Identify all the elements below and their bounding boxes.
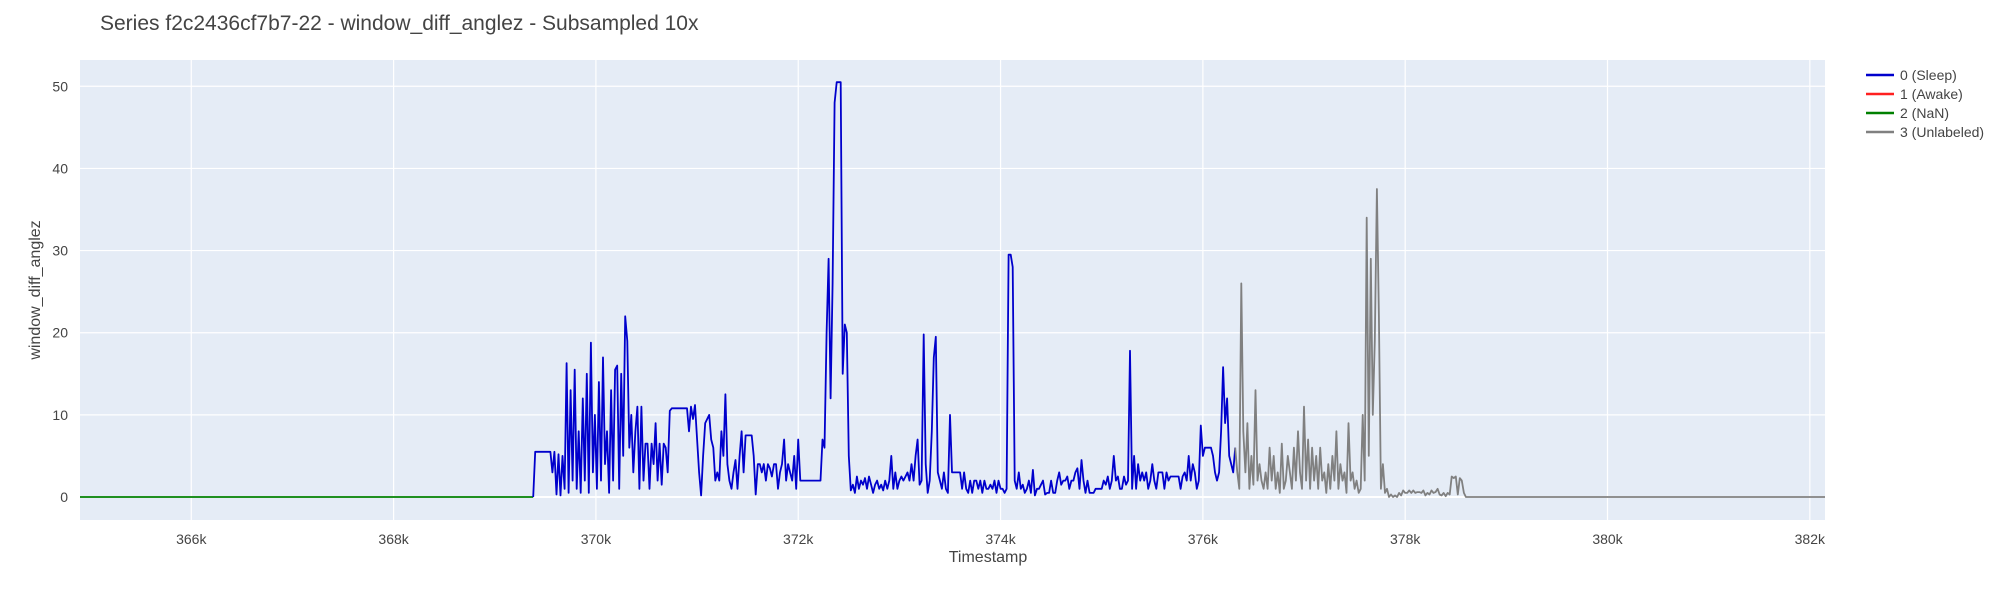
x-tick-label: 382k [1795,531,1826,547]
series-line-1 [532,81,1237,498]
legend-item-label: 1 (Awake) [1900,86,1963,102]
x-tick-label: 370k [581,531,612,547]
y-tick-label: 30 [52,243,68,259]
chart-title: Series f2c2436cf7b7-22 - window_diff_ang… [100,12,699,35]
x-tick-label: 374k [985,531,1016,547]
y-axis-label: window_diff_anglez [27,220,44,360]
y-tick-label: 40 [52,160,68,176]
x-tick-label: 368k [378,531,409,547]
x-tick-label: 372k [783,531,814,547]
y-tick-label: 10 [52,407,68,423]
x-tick-label: 378k [1390,531,1421,547]
tick-labels: 366k 368k 370k 372k 374k 376k 378k 380k 382k 0 10 2… [52,78,1826,547]
legend-item-label: 0 (Sleep) [1900,67,1957,83]
legend-item-label: 2 (NaN) [1900,105,1949,121]
x-tick-label: 366k [176,531,207,547]
x-tick-label: 376k [1188,531,1219,547]
y-tick-label: 50 [52,78,68,94]
plot-area [80,60,1825,520]
series-line-2 [1234,188,1825,498]
legend-item-label: 3 (Unlabeled) [1900,124,1984,140]
x-axis-label: Timestamp [949,549,1028,566]
x-tick-label: 380k [1592,531,1623,547]
y-tick-label: 20 [52,325,68,341]
y-tick-label: 0 [60,489,68,505]
legend: 0 (Sleep) 1 (Awake) 2 (NaN) 3 (Unlabeled) [1866,67,1984,140]
series-layer [80,81,1825,498]
